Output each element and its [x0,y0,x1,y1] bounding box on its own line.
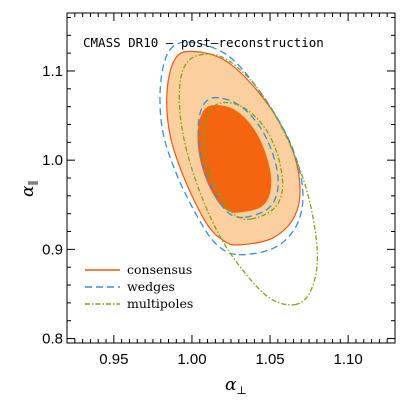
x-tick-label: 1.10 [334,351,363,368]
legend-label-wedges: wedges [127,279,175,294]
x-tick-label: 1.00 [177,351,206,368]
wedges-1-sigma-contour [197,96,279,219]
y-tick-label: 0.9 [42,241,63,258]
wedges-2-sigma-contour [159,41,304,256]
y-tick-label: 1.0 [42,152,63,169]
consensus-1-sigma-contour [197,104,272,213]
x-tick-label: 0.95 [99,351,128,368]
tick-layer: 0.95 1.00 1.05 1.10 0.8 0.9 1.0 1.1 [42,13,396,368]
legend: consensus wedges multipoles [85,262,193,311]
y-tick-label: 0.8 [42,331,63,348]
y-axis-label: α∥ [18,180,40,197]
x-axis-label: α⊥ [225,375,247,397]
y-tick-label: 1.1 [42,63,63,80]
x-tick-label: 1.05 [255,351,284,368]
multipoles-2-sigma-contour [178,53,319,306]
chart-title: CMASS DR10 – post–reconstruction [83,35,324,50]
legend-label-multipoles: multipoles [127,296,193,311]
legend-label-consensus: consensus [127,262,192,277]
contour-layer [159,41,319,306]
multipoles-1-sigma-contour [203,101,284,221]
